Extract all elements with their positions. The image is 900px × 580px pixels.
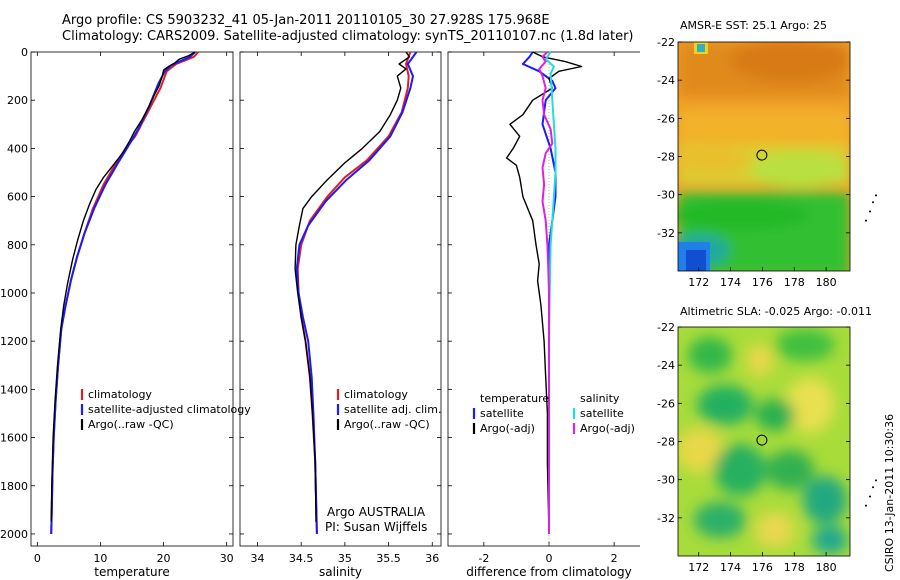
x-tick-label: 36 (425, 552, 439, 565)
profile-panel-2: 34 34.5 35 35.5 36 salinity climatology satelli… (239, 51, 442, 579)
y-tick-label: 2000 (0, 528, 28, 541)
trajectory-dot (865, 504, 867, 507)
x-tick-label: 0 (546, 552, 553, 565)
trajectory-dot (875, 194, 877, 197)
x-tick-label: 10 (93, 552, 107, 565)
legend-entry: Argo(-adj) (580, 422, 635, 435)
x-tick-label: 34 (250, 552, 264, 565)
x-tick-label: 35.5 (376, 552, 401, 565)
x-tick-label: 30 (220, 552, 234, 565)
float-position-marker (756, 434, 768, 446)
map-lat-label: -32 (657, 227, 675, 240)
plot-frame (239, 51, 442, 547)
map-lon-label: 174 (720, 561, 741, 574)
trajectory-dot (875, 479, 877, 482)
y-tick-label: 800 (7, 239, 28, 252)
map-lon-label: 176 (752, 276, 773, 289)
plot-title-line1: Argo profile: CS 5903232_41 05-Jan-2011 … (62, 13, 550, 28)
map-lat-label: -32 (657, 512, 675, 525)
legend-entry: climatology (88, 388, 152, 401)
x-tick-label: 0 (34, 552, 41, 565)
map-lon-label: 178 (784, 561, 805, 574)
sst-map-title: AMSR-E SST: 25.1 Argo: 25 (680, 19, 828, 32)
series-line (50, 51, 196, 522)
sla-map-title: Altimetric SLA: -0.025 Argo: -0.011 (680, 305, 872, 318)
csiro-timestamp: CSIRO 13-Jan-2011 10:30:36 (883, 413, 896, 572)
map-lat-label: -26 (657, 112, 675, 125)
legend-entry: Argo(-adj) (480, 422, 535, 435)
sla-map-image (678, 327, 850, 556)
program-credit: Argo AUSTRALIA (327, 505, 426, 519)
legend-entry: satellite adj. clim. (344, 403, 441, 416)
map-lat-label: -22 (657, 321, 675, 334)
y-tick-label: 200 (7, 94, 28, 107)
map-lon-label: 180 (816, 276, 837, 289)
map-lat-label: -30 (657, 474, 675, 487)
map-lat-label: -30 (657, 189, 675, 202)
map-lat-label: -22 (657, 36, 675, 49)
x-tick-label: 20 (157, 552, 171, 565)
trajectory-dot (872, 486, 874, 489)
map-lon-label: 172 (688, 561, 709, 574)
y-tick-label: 1800 (0, 480, 28, 493)
series-line (50, 51, 196, 535)
legend-entry: climatology (344, 388, 408, 401)
x-axis-label: temperature (94, 565, 169, 579)
series-line (538, 51, 554, 534)
y-tick-label: 1000 (0, 287, 28, 300)
series-line (295, 51, 418, 535)
float-position-marker (756, 149, 768, 161)
map-lon-label: 180 (816, 561, 837, 574)
map-lon-label: 176 (752, 561, 773, 574)
sst-map-image (678, 42, 850, 271)
y-tick-label: 1400 (0, 383, 28, 396)
y-tick-label: 1600 (0, 432, 28, 445)
legend-group-title: salinity (580, 392, 620, 405)
legend-entry: Argo(..raw -QC) (88, 418, 174, 431)
map-lat-label: -28 (657, 151, 675, 164)
trajectory-dot (869, 495, 871, 498)
x-tick-label: 34.5 (289, 552, 314, 565)
x-tick-label: -2 (478, 552, 489, 565)
y-tick-label: 0 (21, 46, 28, 59)
temperature-profile-chart: 0 10 20 30temperature0200400600800100012001… (0, 46, 640, 579)
trajectory-dot (869, 210, 871, 213)
map-lon-label: 172 (688, 276, 709, 289)
legend-entry: satellite-adjusted climatology (88, 403, 251, 416)
y-tick-label: 400 (7, 142, 28, 155)
x-tick-label: 2 (611, 552, 618, 565)
profile-panel-1: 0 10 20 30 temperature 0 200 400 600 800 1000 1200 1… (0, 46, 251, 579)
map-lon-label: 178 (784, 276, 805, 289)
x-axis-label: difference from climatology (466, 565, 632, 579)
y-tick-label: 600 (7, 191, 28, 204)
map-lat-label: -28 (657, 436, 675, 449)
legend-group-title: temperature (480, 392, 549, 405)
legend-entry: satellite (480, 407, 524, 420)
series-line (50, 51, 200, 535)
plot-frame (30, 51, 234, 547)
series-line (505, 51, 583, 535)
plot-title-line2: Climatology: CARS2009. Satellite-adjuste… (62, 29, 634, 44)
trajectory-dot (872, 201, 874, 204)
trajectory-dot (865, 219, 867, 222)
pi-credit: PI: Susan Wijffels (325, 520, 428, 534)
legend-entry: satellite (580, 407, 624, 420)
map-lat-label: -26 (657, 397, 675, 410)
map-lat-label: -24 (657, 359, 675, 372)
map-lon-label: 174 (720, 276, 741, 289)
maps-area: -22 -24 -26 -28 -30 -32 172 174 176 178 180 -22 -24 -… (657, 36, 877, 574)
map-lat-label: -24 (657, 74, 675, 87)
x-axis-label: salinity (319, 565, 362, 579)
legend-entry: Argo(..raw -QC) (344, 418, 430, 431)
y-tick-label: 1200 (0, 335, 28, 348)
x-tick-label: 35 (338, 552, 352, 565)
series-line (294, 51, 411, 522)
